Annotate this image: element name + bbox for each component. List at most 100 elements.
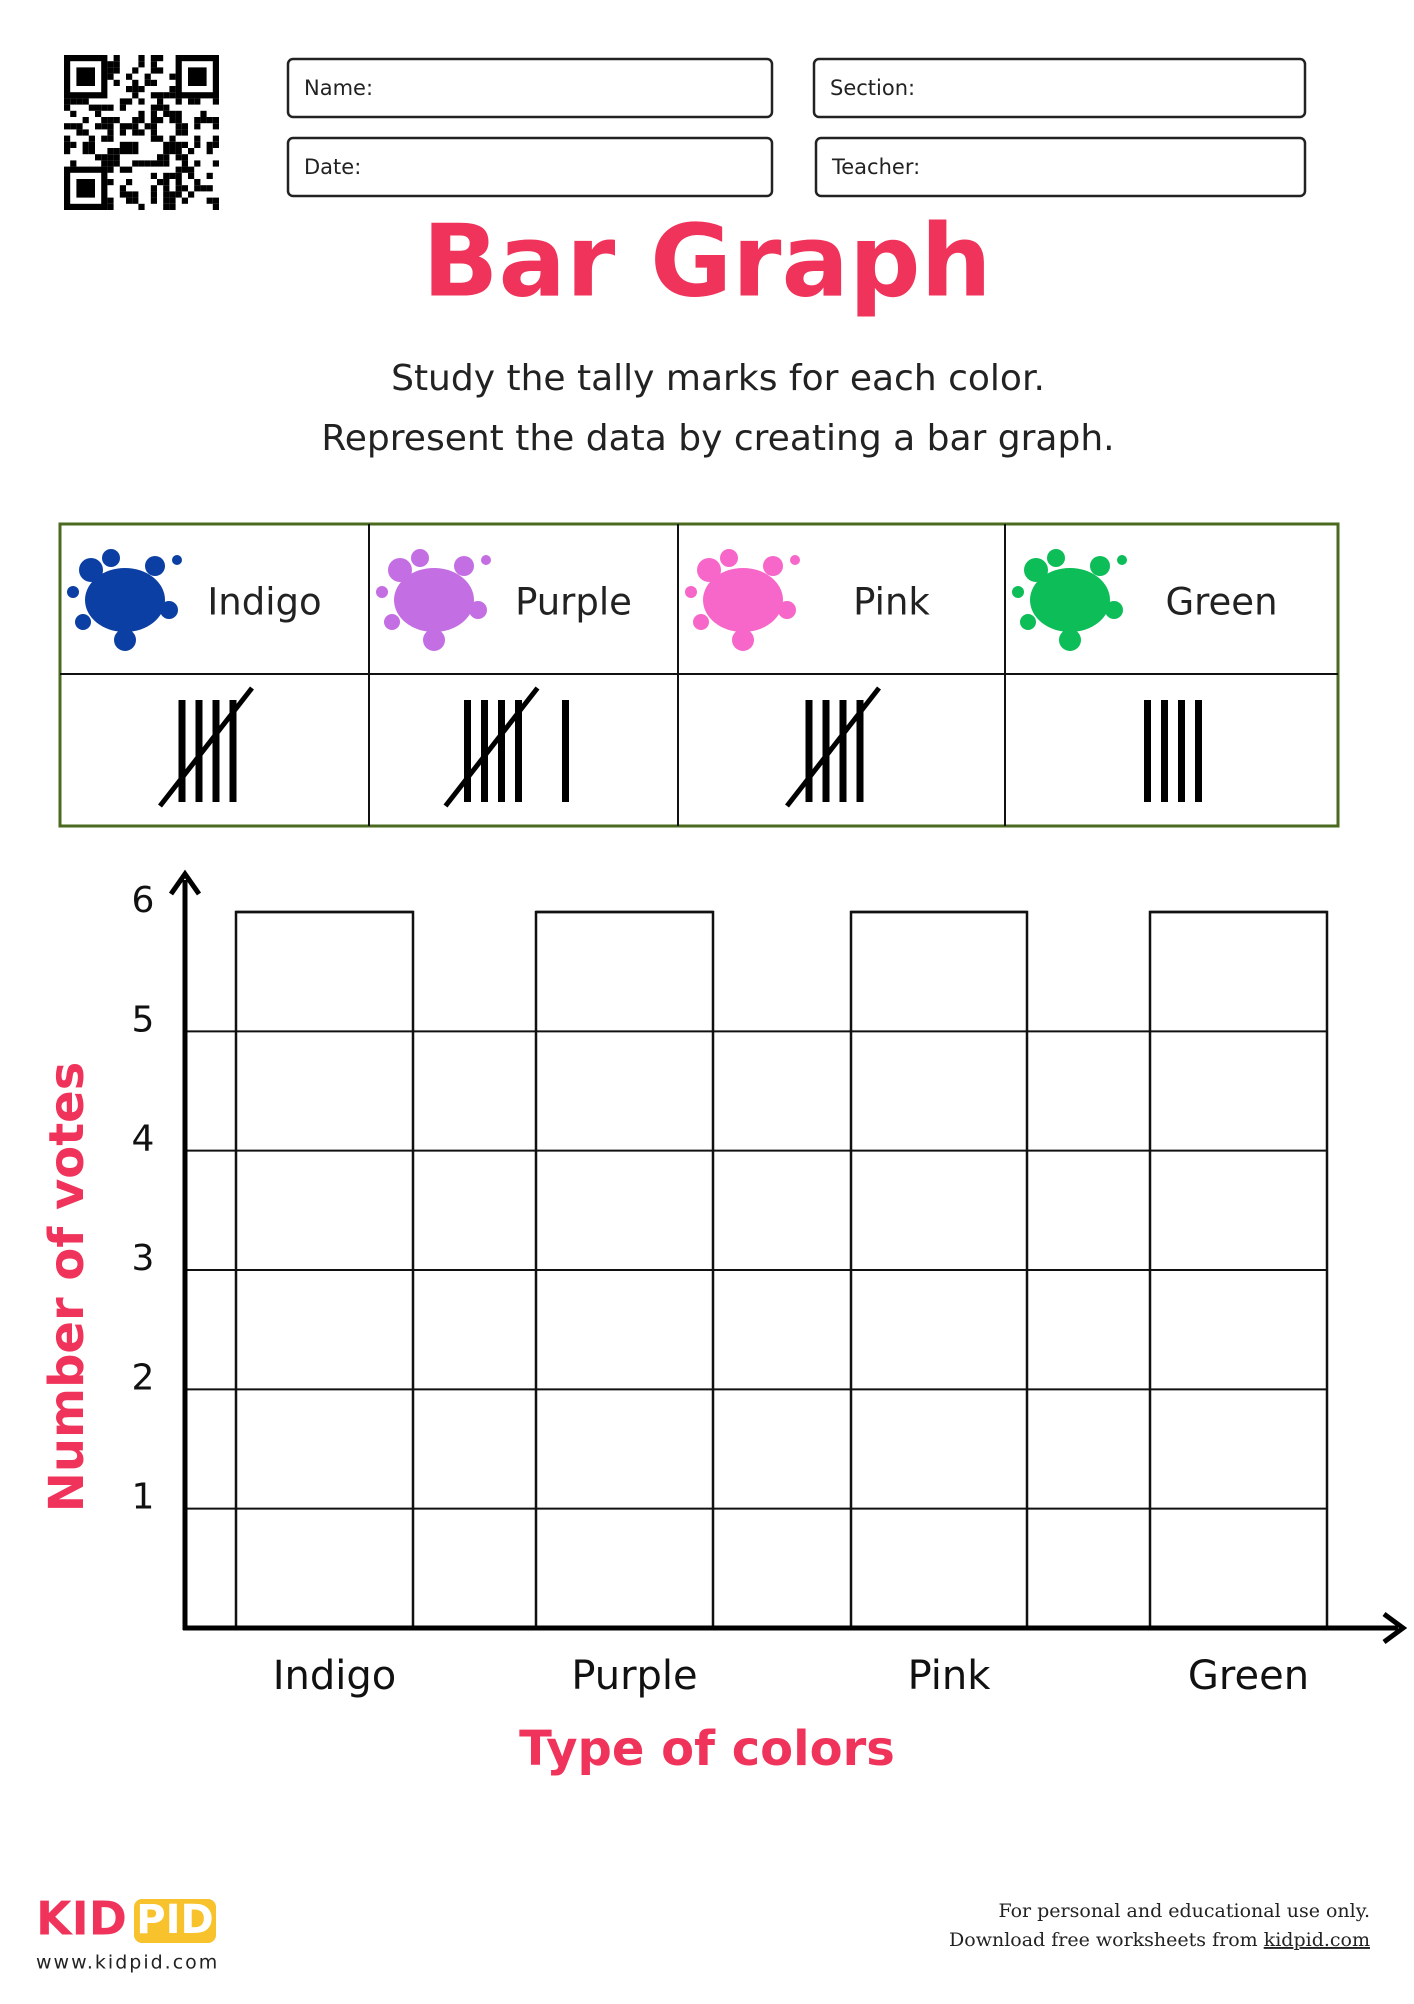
qr-cell — [138, 55, 145, 62]
qr-cell — [76, 98, 83, 105]
input-field — [286, 57, 774, 119]
qr-cell — [70, 160, 77, 167]
qr-cell — [144, 79, 151, 86]
qr-cell — [175, 172, 182, 179]
paint-splat — [685, 549, 800, 651]
splat-drop — [145, 556, 165, 576]
field-label: Name: — [304, 76, 373, 100]
qr-cell — [126, 197, 133, 204]
splat-drop — [1047, 549, 1065, 567]
qr-cell — [169, 117, 176, 124]
splat-blob — [394, 568, 474, 632]
qr-cell — [132, 148, 139, 155]
title: Bar Graph — [422, 202, 991, 319]
qr-cell — [206, 141, 213, 148]
qr-cell — [88, 135, 95, 142]
qr-cell — [181, 123, 188, 130]
x-tick-label: Pink — [908, 1653, 992, 1699]
qr-cell — [200, 110, 207, 117]
splat-drop — [411, 549, 429, 567]
qr-cell — [163, 191, 170, 198]
splat-drop — [720, 549, 738, 567]
footer-link[interactable]: kidpid.com — [1264, 1929, 1370, 1951]
y-tick-label: 4 — [132, 1119, 155, 1160]
qr-cell — [126, 123, 133, 130]
field-label: Date: — [304, 155, 361, 179]
qr-code — [63, 54, 219, 210]
splat-drop — [697, 558, 721, 582]
qr-cell — [157, 92, 164, 99]
qr-cell — [181, 141, 188, 148]
qr-cell — [212, 203, 219, 210]
y-axis-arrow — [168, 869, 202, 896]
qr-cell — [126, 166, 133, 173]
splat-drop — [790, 555, 800, 565]
qr-cell — [132, 191, 139, 198]
paint-splat — [1012, 549, 1127, 651]
splat-drop — [1012, 586, 1024, 598]
qr-cell — [132, 160, 139, 167]
qr-cell — [163, 104, 170, 111]
qr-cell — [169, 135, 176, 142]
qr-cell — [132, 92, 139, 99]
qr-cell — [107, 179, 114, 186]
qr-cell — [150, 117, 157, 124]
qr-finder — [175, 54, 219, 99]
instruction: Represent the data by creating a bar gra… — [321, 418, 1114, 459]
qr-cell — [175, 110, 182, 117]
qr-cell — [163, 92, 170, 99]
qr-cell — [76, 123, 83, 130]
qr-cell — [194, 98, 201, 105]
qr-cell — [181, 154, 188, 161]
qr-cell — [169, 197, 176, 204]
qr-cell — [181, 166, 188, 173]
qr-cell — [212, 123, 219, 130]
qr-cell — [206, 148, 213, 155]
qr-cell — [163, 148, 170, 155]
qr-cell — [107, 135, 114, 142]
qr-cell — [132, 67, 139, 74]
qr-cell — [101, 135, 108, 142]
splat-drop — [423, 629, 445, 651]
qr-cell — [157, 67, 164, 74]
footer-download: Download free worksheets from kidpid.com — [949, 1929, 1370, 1951]
qr-cell — [150, 123, 157, 130]
qr-finder-core — [76, 67, 95, 86]
color-label: Purple — [515, 581, 632, 624]
qr-cell — [163, 197, 170, 204]
splat-blob — [703, 568, 783, 632]
qr-cell — [163, 154, 170, 161]
qr-cell — [163, 160, 170, 167]
qr-cell — [126, 141, 133, 148]
qr-cell — [181, 185, 188, 192]
qr-cell — [95, 154, 102, 161]
qr-cell — [175, 185, 182, 192]
qr-cell — [188, 98, 195, 105]
qr-cell — [150, 191, 157, 198]
qr-cell — [212, 197, 219, 204]
qr-cell — [206, 172, 213, 179]
qr-cell — [70, 110, 77, 117]
splat-drop — [1059, 629, 1081, 651]
qr-cell — [107, 67, 114, 74]
splat-drop — [1090, 556, 1110, 576]
qr-cell — [150, 160, 157, 167]
qr-cell — [163, 110, 170, 117]
website: www.kidpid.com — [36, 1952, 219, 1974]
qr-cell — [126, 191, 133, 198]
splat-drop — [763, 556, 783, 576]
qr-cell — [175, 123, 182, 130]
splat-drop — [778, 601, 796, 619]
qr-cell — [107, 61, 114, 68]
qr-cell — [107, 104, 114, 111]
qr-cell — [107, 73, 114, 80]
qr-cell — [188, 166, 195, 173]
logo-badge — [134, 1899, 216, 1943]
qr-cell — [64, 98, 71, 105]
splat-blob — [85, 568, 165, 632]
splat-drop — [732, 629, 754, 651]
qr-cell — [113, 79, 120, 86]
qr-cell — [119, 141, 126, 148]
